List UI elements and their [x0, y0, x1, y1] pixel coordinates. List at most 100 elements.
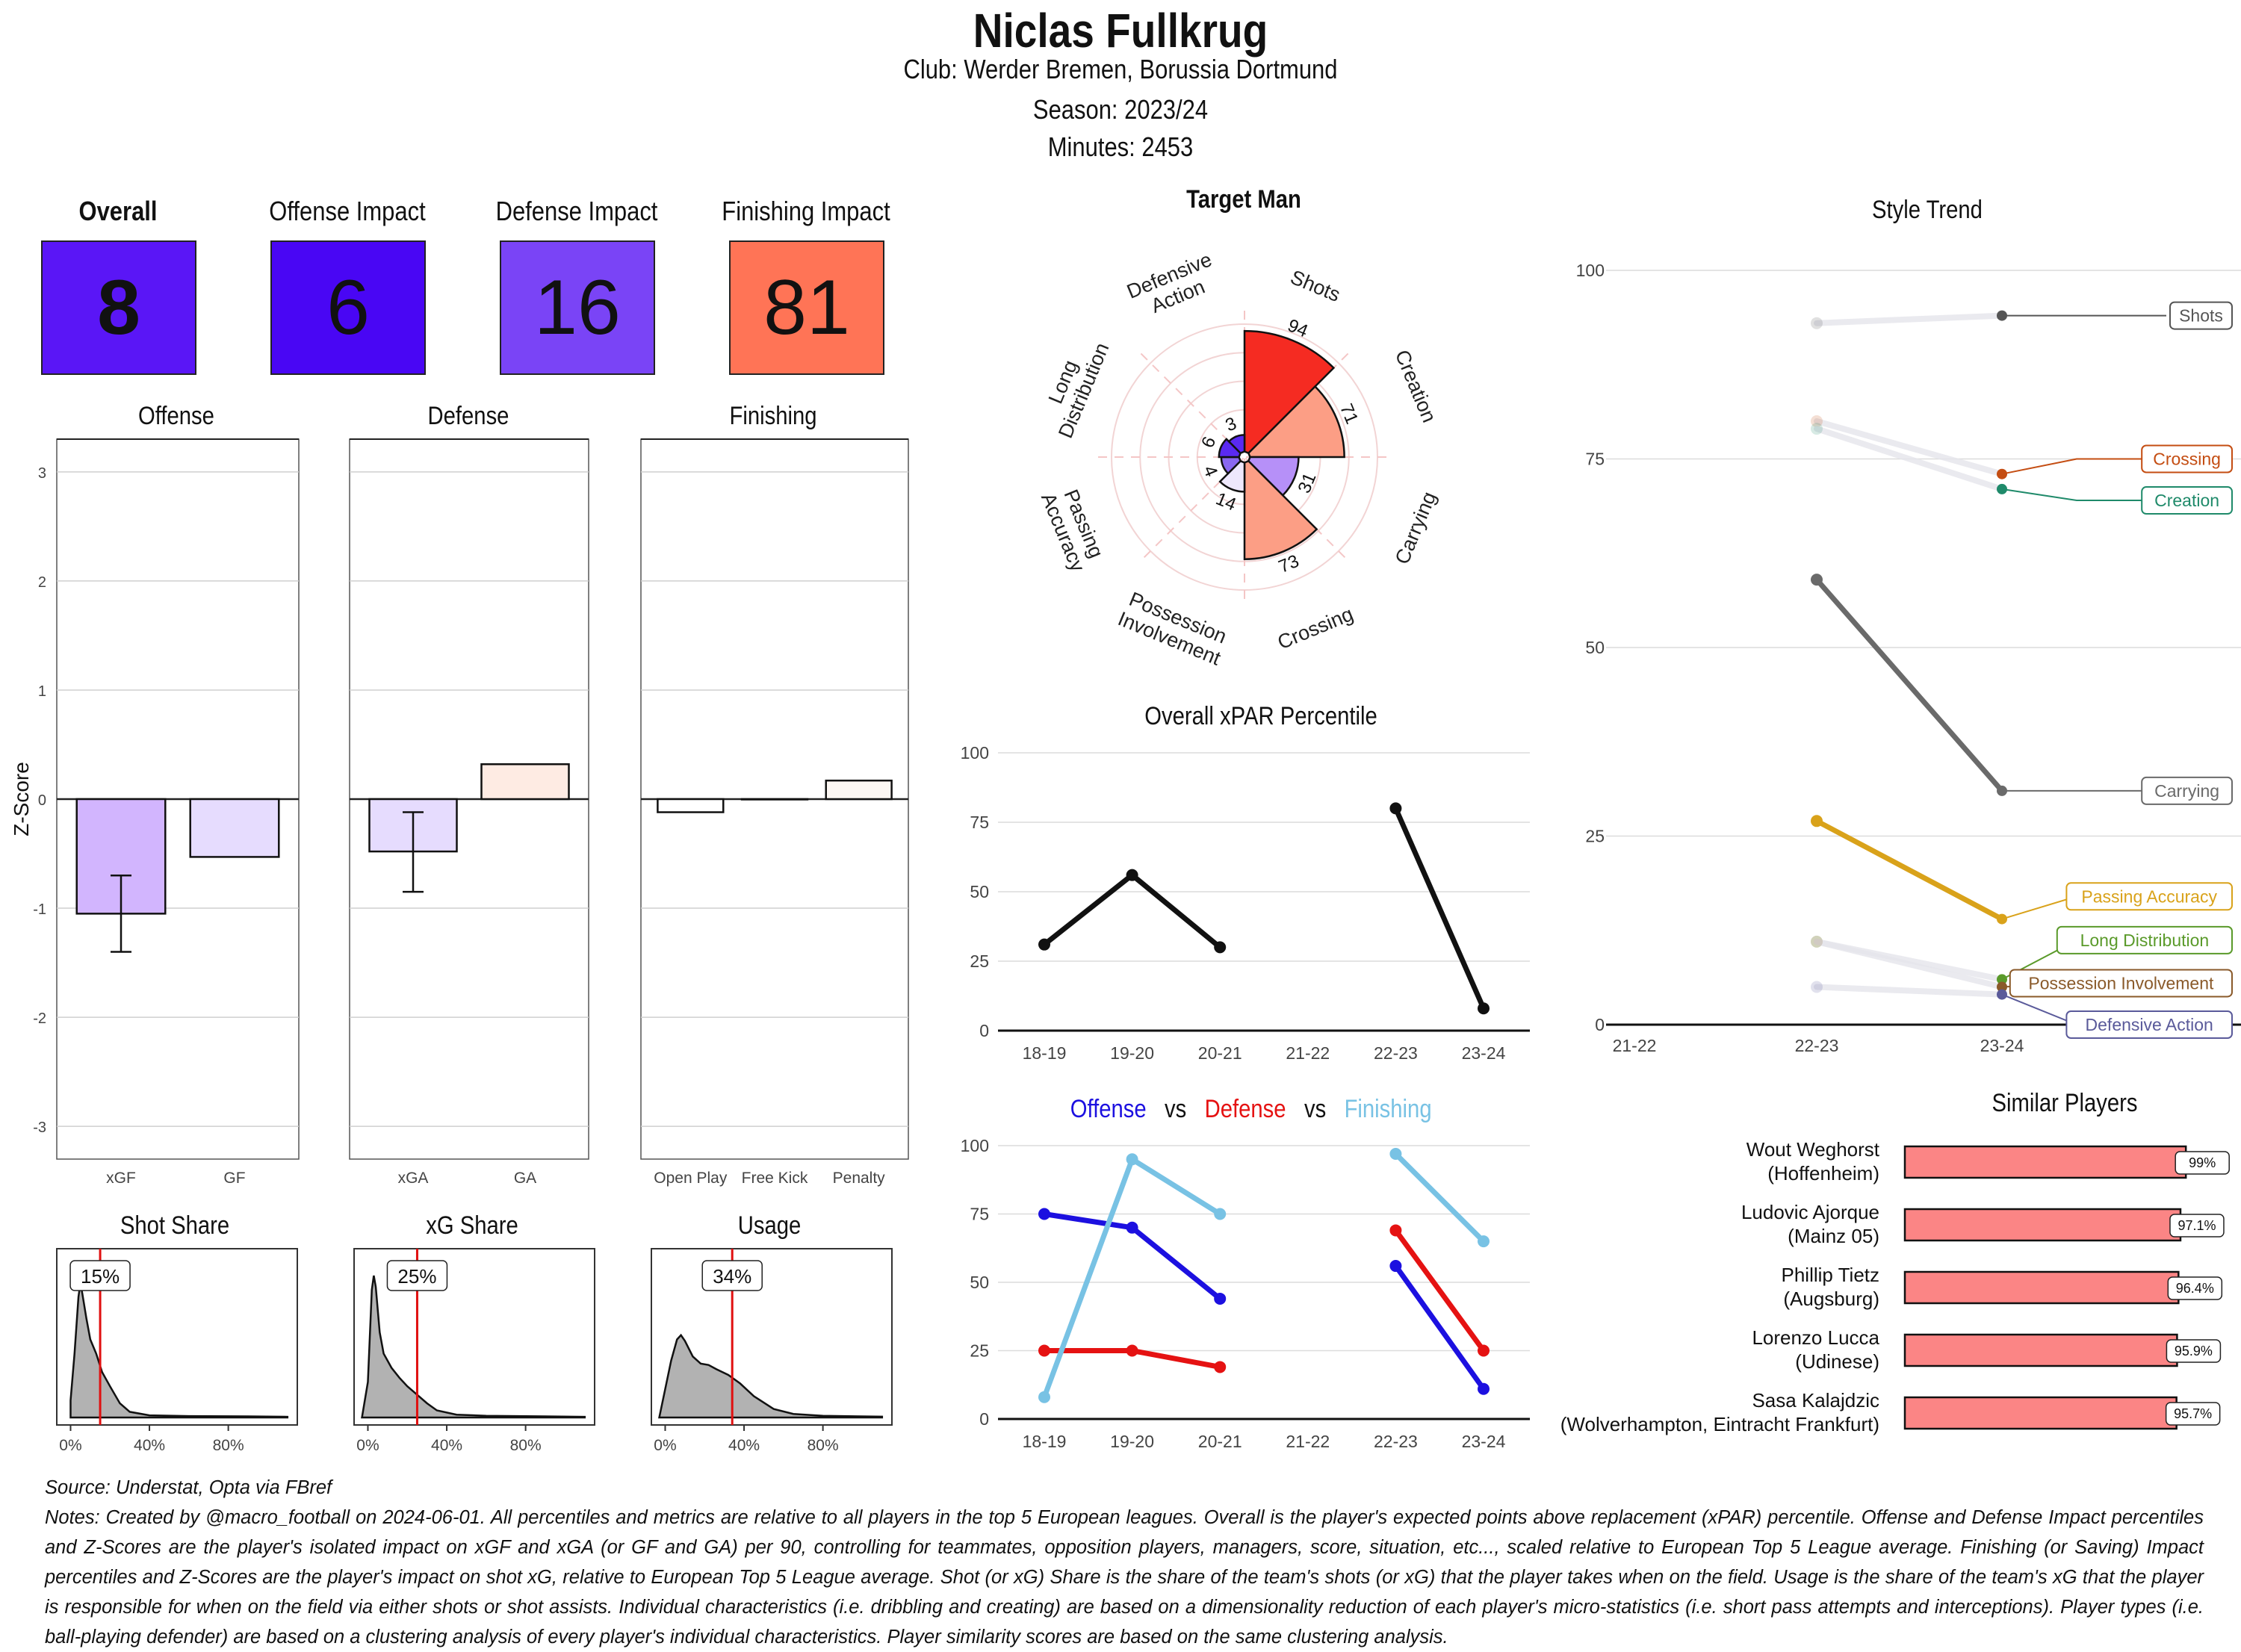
- y-tick-label: 75: [970, 813, 989, 832]
- trend-label: Creation: [2154, 491, 2219, 510]
- odf-title-offense: Offense: [1070, 1095, 1147, 1123]
- x-tick-label: 22-23: [1795, 1036, 1839, 1055]
- player-name: Niclas Fullkrug: [973, 4, 1268, 58]
- x-tick-label: 22-23: [1374, 1432, 1418, 1451]
- radar-value-label: 14: [1213, 488, 1239, 515]
- bar-free-kick: [740, 798, 809, 801]
- player-marker-label: 15%: [81, 1265, 120, 1288]
- bar-gf: [189, 798, 280, 858]
- zscore-axis-label: Z-Score: [10, 762, 33, 836]
- radar-wedge: [1243, 459, 1318, 560]
- radar-wedge: [1218, 459, 1246, 493]
- similarity-label-box: [2169, 1214, 2225, 1238]
- x-tick-label: 20-21: [1198, 1043, 1242, 1063]
- player-name-label: (Wolverhampton, Eintracht Frankfurt): [1560, 1413, 1879, 1435]
- x-tick-label: 22-23: [1374, 1043, 1418, 1063]
- radar-category-label: Shots: [1287, 266, 1343, 306]
- offense-impact-score-value: 6: [326, 264, 370, 351]
- y-tick-label: 1: [38, 683, 46, 700]
- x-tick-label: 23-24: [1462, 1043, 1506, 1063]
- minutes-line: Minutes: 2453: [1047, 131, 1194, 162]
- x-tick-label: 0%: [654, 1437, 676, 1454]
- defense-panel-title: Defense: [427, 402, 509, 430]
- series-point-0: [1214, 941, 1227, 954]
- similarity-label: 95.7%: [2174, 1406, 2212, 1421]
- density-area: [361, 1275, 586, 1419]
- style-trend-chart: 0 25 50 75 100 21-22 22-23 23-24 Shots Crossing Cr…: [1576, 261, 2241, 1055]
- series-point-0: [1478, 1002, 1490, 1015]
- panel-top-rule: [641, 438, 908, 440]
- overall-score-box: 8: [41, 240, 196, 375]
- player-name-label: (Augsburg): [1783, 1288, 1879, 1310]
- y-tick-label: 100: [961, 1136, 989, 1155]
- usage-title: Usage: [737, 1211, 802, 1240]
- trend-label: Defensive Action: [2086, 1015, 2213, 1034]
- radar-title: Target Man: [1186, 185, 1301, 214]
- trend-label-box: [2065, 882, 2233, 911]
- offense-impact-card-title: Offense Impact: [269, 196, 426, 226]
- x-tick-label: xGF: [106, 1170, 136, 1187]
- x-tick-label: 0%: [356, 1437, 379, 1454]
- footer-source: Source: Understat, Opta via FBref: [45, 1477, 332, 1498]
- radar-category-label: Crossing: [1274, 603, 1357, 653]
- odf-title-finishing: Finishing: [1344, 1095, 1432, 1123]
- trend-label: Shots: [2179, 306, 2223, 326]
- y-tick-label: 0: [38, 792, 46, 809]
- y-tick-label: 50: [1585, 638, 1605, 657]
- panel-top-rule: [57, 438, 299, 440]
- series-point-0: [1038, 938, 1050, 951]
- x-tick-label: xGA: [398, 1170, 429, 1187]
- trend-line: [1814, 577, 2005, 794]
- trend-label: Possession Involvement: [2028, 973, 2214, 993]
- x-tick-label: 80%: [808, 1437, 839, 1454]
- y-tick-label: 3: [38, 465, 46, 482]
- y-tick-label: 2: [38, 574, 46, 591]
- trend-connector: [2001, 458, 2166, 475]
- footer-notes: Notes: Created by @macro_football on 202…: [45, 1507, 2204, 1648]
- x-tick-label: GF: [223, 1170, 245, 1187]
- odf-line-chart: 0 25 50 75 100 18-19 19-20 20-21 21-22 22-23 23-24: [961, 1136, 1530, 1451]
- bar-ga: [480, 763, 570, 801]
- y-tick-label: -1: [33, 901, 46, 918]
- defense-impact-score-box: 16: [500, 240, 655, 375]
- x-tick-label: 40%: [134, 1437, 165, 1454]
- odf-title-vs-1: vs: [1165, 1095, 1187, 1123]
- bar-open-play: [657, 798, 725, 813]
- overall-score-value: 8: [97, 264, 140, 351]
- trend-label-box: [2169, 301, 2233, 330]
- similarity-bar: [1903, 1396, 2178, 1430]
- series-line-0: [1041, 872, 1223, 950]
- y-tick-label: 0: [979, 1021, 989, 1040]
- zscore-panel-offense: xGF GF: [56, 438, 300, 1187]
- radar-value-label: 71: [1336, 401, 1362, 427]
- trend-label: Crossing: [2153, 450, 2221, 469]
- finishing-impact-score-box: 81: [729, 240, 884, 375]
- series-point-1: [1214, 1361, 1227, 1373]
- x-tick-label: Open Play: [654, 1170, 728, 1187]
- density-area: [658, 1333, 884, 1419]
- similarity-label-box: [2165, 1402, 2221, 1426]
- series-line-0: [1392, 1263, 1487, 1392]
- trend-connector: [2001, 488, 2166, 502]
- series-point-0: [1126, 1221, 1138, 1234]
- density-panel-0: 15% 0% 40% 80%: [56, 1248, 298, 1454]
- trend-label-box: [2009, 969, 2234, 998]
- series-point-2: [1126, 1153, 1138, 1166]
- y-tick-label: 50: [970, 882, 989, 901]
- bar-penalty: [825, 779, 893, 801]
- panel-top-rule: [350, 438, 589, 440]
- trend-line: [1814, 418, 2005, 477]
- xpar-title: Overall xPAR Percentile: [1144, 702, 1377, 730]
- defense-impact-score-value: 16: [534, 264, 621, 351]
- x-tick-label: 80%: [510, 1437, 542, 1454]
- club-line: Club: Werder Bremen, Borussia Dortmund: [903, 54, 1338, 84]
- series-point-0: [1214, 1292, 1227, 1305]
- series-point-1: [1478, 1344, 1490, 1357]
- zscore-panel-finishing: Open Play Free Kick Penalty: [640, 438, 909, 1187]
- trend-line: [1814, 312, 2005, 326]
- similarity-label: 96.4%: [2176, 1281, 2214, 1296]
- y-tick-label: 100: [961, 743, 989, 763]
- similarity-label: 95.9%: [2175, 1344, 2213, 1358]
- player-marker-box: [386, 1260, 448, 1291]
